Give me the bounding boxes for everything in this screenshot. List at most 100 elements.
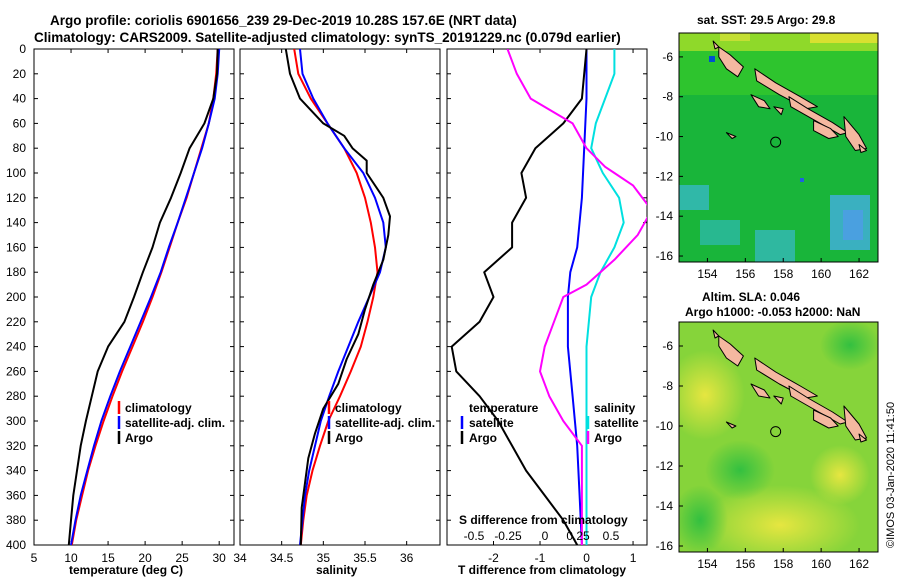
- legend-salinity-header: salinity: [594, 401, 636, 415]
- depth-tick-label: 60: [13, 116, 27, 130]
- sst-cool-patch: [755, 230, 795, 262]
- depth-tick-label: 220: [6, 315, 26, 329]
- s-difference-tick-labels: -0.5 -0.25 0 0.25 0.5: [464, 529, 620, 543]
- map-lon-label: 158: [773, 267, 793, 281]
- legend-t-argo: Argo: [469, 431, 497, 445]
- depth-tick-label: 0: [19, 42, 26, 56]
- temperature-x-tick-label: 10: [64, 551, 78, 565]
- salinity-x-tick-label: 36: [400, 551, 414, 565]
- depth-tick-label: 200: [6, 290, 26, 304]
- sla-map-frame: [678, 321, 879, 553]
- temperature-x-tick-label: 15: [101, 551, 115, 565]
- depth-tick-label: 300: [6, 414, 26, 428]
- difference-panel: -2 -1 0 1 T difference from climatology S d…: [446, 48, 648, 577]
- sst-map-image: [679, 33, 878, 262]
- map-lon-label: 158: [773, 557, 793, 571]
- temperature-panel: 5 10 15 20 25 30 temperature (deg C) climatol…: [31, 48, 235, 577]
- sla-map-image: [679, 322, 878, 552]
- island-landmass: [773, 106, 784, 116]
- temperature-legend: climatology satellite-adj. clim. Argo: [117, 401, 225, 445]
- sst-cool-patch: [700, 220, 740, 245]
- depth-tick-label: 380: [6, 513, 26, 527]
- depth-tick-label: 40: [13, 92, 27, 106]
- map-lat-label: -6: [662, 339, 673, 353]
- watermark: ©IMOS 03-Jan-2020 11:41:50: [885, 402, 897, 548]
- temperature-x-tick-label: 5: [31, 551, 38, 565]
- island-landmass: [712, 40, 720, 50]
- sst-cold-pixel: [800, 178, 804, 182]
- depth-axis: 0 20 40 60 80 100 120 140 160 180 200 220 240 260 280 3…: [6, 42, 26, 552]
- depth-tick-label: 340: [6, 464, 26, 478]
- difference-series-temperature-satellite: [566, 49, 588, 545]
- depth-tick-label: 120: [6, 191, 26, 205]
- map-lon-label: 162: [849, 267, 869, 281]
- argo-float-marker: [770, 136, 782, 148]
- island-landmass: [725, 132, 737, 139]
- sla-map-title-1: Altim. SLA: 0.046: [702, 290, 800, 304]
- map-lon-label: 154: [697, 557, 717, 571]
- island-landmass: [788, 96, 849, 136]
- salinity-x-tick-label: 35: [317, 551, 331, 565]
- difference-x-tick-label: -1: [535, 551, 546, 565]
- sst-map-frame: [678, 32, 879, 263]
- salinity-x-tick-label: 35.5: [353, 551, 377, 565]
- depth-tick-label: 240: [6, 340, 26, 354]
- sla-map-title-2: Argo h1000: -0.053 h2000: NaN: [685, 305, 860, 319]
- island-landmass: [788, 385, 849, 425]
- depth-tick-label: 180: [6, 265, 26, 279]
- island-landmass: [750, 94, 771, 110]
- sst-cool-patch: [679, 185, 709, 210]
- map-lat-label: -14: [656, 209, 674, 223]
- island-landmass: [858, 144, 868, 153]
- difference-legend: temperature salinity satellite Argo sate…: [460, 401, 639, 445]
- sla-low-blob: [820, 322, 878, 370]
- salinity-x-tick-label: 34: [233, 551, 247, 565]
- island-landmass: [712, 329, 720, 339]
- legend-argo: Argo: [125, 431, 153, 445]
- map-lon-label: 156: [735, 557, 755, 571]
- island-landmass: [718, 46, 744, 78]
- depth-tick-label: 320: [6, 439, 26, 453]
- map-lon-label: 160: [811, 267, 831, 281]
- sst-map-title: sat. SST: 29.5 Argo: 29.8: [697, 13, 836, 27]
- salinity-legend: climatology satellite-adj. clim. Argo: [327, 401, 435, 445]
- salinity-series-argo: [284, 49, 391, 545]
- map-lat-label: -16: [656, 249, 674, 263]
- island-landmass: [858, 433, 868, 443]
- temperature-x-tick-label: 20: [138, 551, 152, 565]
- legend-temperature-header: temperature: [469, 401, 539, 415]
- sla-map-ticks: 154 156 158 160 162 -6 -8 -10 -12 -14 -16: [656, 339, 870, 571]
- s-difference-tick-label: 0.25: [566, 529, 590, 543]
- temperature-series: [67, 49, 221, 545]
- island-landmass: [754, 357, 818, 399]
- salinity-axis-label: salinity: [316, 563, 358, 577]
- sst-hot-patch: [810, 33, 878, 43]
- sla-map-panel: Altim. SLA: 0.046 Argo h1000: -0.053 h20…: [656, 290, 879, 571]
- map-lon-label: 154: [697, 267, 717, 281]
- difference-series-temperature-argo: [450, 49, 588, 545]
- depth-tick-label: 280: [6, 389, 26, 403]
- map-lat-label: -16: [656, 539, 674, 553]
- depth-tick-label: 400: [6, 538, 26, 552]
- sla-high-blob: [700, 485, 860, 552]
- difference-series: [450, 49, 647, 545]
- map-lat-label: -12: [656, 169, 674, 183]
- sst-land-islands: [712, 40, 868, 153]
- difference-series-salinity-argo: [506, 49, 647, 545]
- s-difference-tick-label: -0.25: [494, 529, 522, 543]
- sst-map-ticks: 154 156 158 160 162 -6 -8 -10 -12 -14 -16: [656, 50, 870, 281]
- depth-tick-label: 140: [6, 216, 26, 230]
- island-landmass: [773, 395, 784, 405]
- sla-high-blob: [679, 350, 745, 440]
- s-difference-tick-label: -0.5: [464, 529, 485, 543]
- island-landmass: [754, 68, 818, 110]
- temperature-series-satellite-adj-clim-: [70, 49, 221, 545]
- map-lat-label: -14: [656, 499, 674, 513]
- argo-float-marker: [770, 426, 782, 438]
- legend-climatology: climatology: [125, 401, 192, 415]
- difference-x-tick-label: 0: [583, 551, 590, 565]
- difference-axis-label: T difference from climatology: [458, 563, 626, 577]
- map-lat-label: -10: [656, 419, 674, 433]
